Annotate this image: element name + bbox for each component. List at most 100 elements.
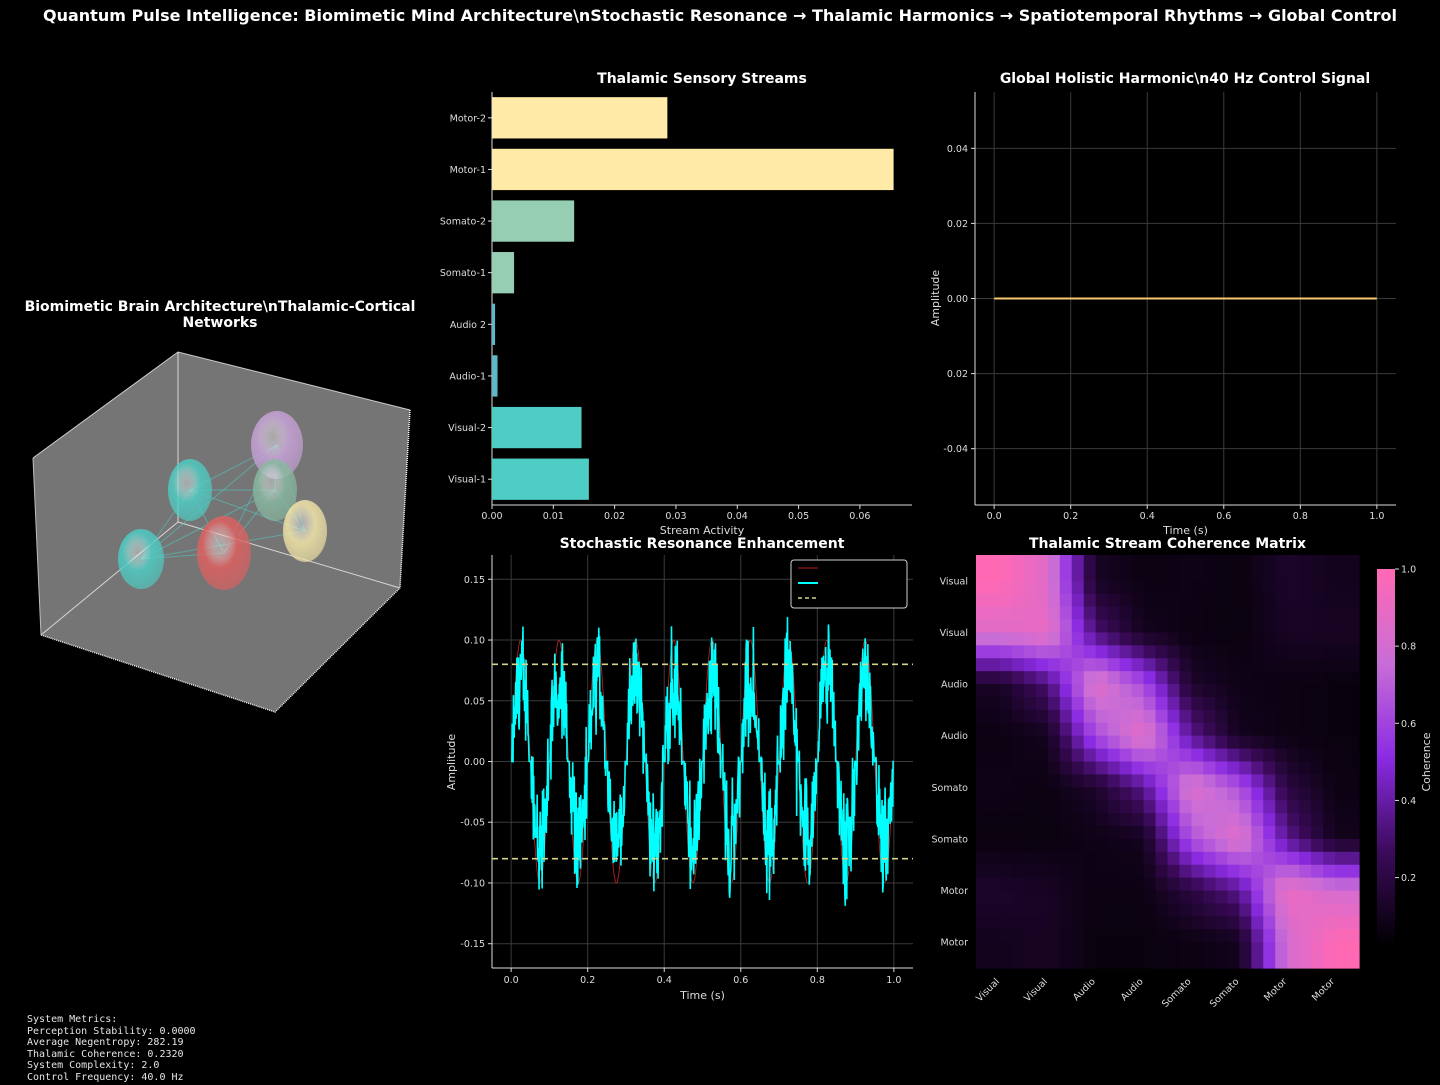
heatmap-cell — [1083, 929, 1097, 943]
heatmap-cell — [1287, 813, 1300, 827]
heatmap-cell — [1167, 851, 1181, 866]
heatmap-cell — [976, 593, 989, 608]
heatmap-cell — [1311, 722, 1324, 737]
heatmap-cell — [1083, 890, 1097, 905]
heatmap-cell — [1059, 671, 1073, 685]
heatmap-cell — [1215, 903, 1228, 917]
heatmap-cell — [1119, 580, 1133, 595]
heatmap-cell — [1119, 851, 1133, 866]
x-tick-label: 0.0 — [504, 975, 519, 986]
heatmap-cell — [1011, 826, 1025, 840]
heatmap-cell — [1299, 890, 1312, 905]
heatmap-cell — [1263, 800, 1276, 814]
legend-box — [790, 559, 908, 609]
heatmap-cell — [1011, 903, 1025, 917]
heatmap-cell — [1311, 916, 1324, 930]
heatmap-cell — [1011, 916, 1025, 930]
heatmap-cell — [1179, 838, 1193, 853]
heatmap-cell — [1191, 903, 1205, 917]
streams-bar-chart — [488, 92, 912, 509]
heatmap-cell — [1227, 774, 1240, 788]
heatmap-cell — [1251, 942, 1264, 956]
legend — [790, 559, 908, 609]
heatmap-cell — [1215, 606, 1228, 621]
heatmap-cell — [1143, 877, 1157, 892]
heatmap-cell — [1131, 916, 1145, 930]
heatmap-cell — [987, 722, 1001, 737]
heatmap-cell — [1179, 722, 1193, 737]
heatmap-cell — [1023, 709, 1037, 724]
heatmap-cell — [1167, 722, 1181, 737]
heatmap-cell — [1335, 942, 1348, 956]
heatmap-cell — [1179, 632, 1193, 646]
heatmap-cell — [1083, 877, 1097, 892]
heatmap-cell — [1311, 593, 1324, 608]
heatmap-cell — [1239, 916, 1252, 930]
heatmap-cell — [1047, 555, 1061, 569]
heatmap-cell — [1095, 619, 1109, 634]
heatmap-cell — [1155, 580, 1169, 595]
heatmap-cell — [1107, 942, 1121, 956]
heatmap-cell — [1047, 645, 1061, 659]
heatmap-cell — [1263, 761, 1276, 776]
heatmap-cell — [1191, 593, 1205, 608]
heatmap-cell — [1215, 774, 1228, 788]
heatmap-cell — [1203, 658, 1216, 672]
heatmap-cell — [1095, 684, 1109, 698]
heatmap-cell — [1023, 748, 1037, 763]
heatmap-cell — [1203, 567, 1216, 582]
x-tick-label: 0.02 — [604, 511, 625, 522]
heatmap-cell — [1011, 555, 1025, 569]
heatmap-cell — [1119, 555, 1133, 569]
heatmap-cell — [1119, 864, 1133, 879]
heatmap-cell — [1227, 903, 1240, 917]
heatmap-cell — [1095, 645, 1109, 659]
heatmap-cell — [1215, 761, 1228, 776]
heatmap-cell — [1311, 787, 1324, 801]
heatmap-cell — [1035, 826, 1049, 840]
row-label: Motor — [941, 938, 969, 949]
heatmap-cell — [1095, 851, 1109, 866]
heatmap-cell — [1275, 774, 1288, 788]
heatmap-cell — [1131, 684, 1145, 698]
heatmap-cell — [976, 671, 989, 685]
heatmap-cell — [1023, 722, 1037, 737]
heatmap-cell — [1167, 929, 1181, 943]
heatmap-cell — [1239, 580, 1252, 595]
heatmap-cell — [1203, 722, 1216, 737]
heatmap-cell — [999, 864, 1013, 879]
heatmap-cell — [1047, 593, 1061, 608]
heatmap-cell — [1155, 709, 1169, 724]
heatmap-cell — [1059, 838, 1073, 853]
heatmap-cell — [1023, 942, 1037, 956]
heatmap-cell — [1215, 838, 1228, 853]
heatmap-cell — [1239, 645, 1252, 659]
heatmap-cell — [1167, 735, 1181, 750]
heatmap-cell — [987, 593, 1001, 608]
heatmap-cell — [1239, 877, 1252, 892]
heatmap-cell — [1095, 864, 1109, 879]
heatmap-cell — [1239, 632, 1252, 646]
heatmap-cell — [1179, 645, 1193, 659]
heatmap-cell — [1323, 567, 1336, 582]
heatmap-cell — [1143, 748, 1157, 763]
heatmap-cell — [1263, 813, 1276, 827]
coherence-heatmap — [976, 555, 1399, 969]
heatmap-cell — [1011, 877, 1025, 892]
heatmap-cell — [1143, 864, 1157, 879]
heatmap-cell — [1011, 722, 1025, 737]
heatmap-cell — [1107, 606, 1121, 621]
heatmap-cell — [1227, 787, 1240, 801]
heatmap-cell — [1239, 684, 1252, 698]
heatmap-cell — [1035, 709, 1049, 724]
heatmap-cell — [1107, 645, 1121, 659]
heatmap-cell — [1227, 955, 1240, 969]
heatmap-cell — [1263, 851, 1276, 866]
heatmap-cell — [1287, 722, 1300, 737]
heatmap-cell — [1095, 567, 1109, 582]
heatmap-cell — [1275, 800, 1288, 814]
heatmap-cell — [1071, 851, 1085, 866]
heatmap-cell — [1011, 864, 1025, 879]
heatmap-cell — [1239, 864, 1252, 879]
heatmap-cell — [1203, 942, 1216, 956]
